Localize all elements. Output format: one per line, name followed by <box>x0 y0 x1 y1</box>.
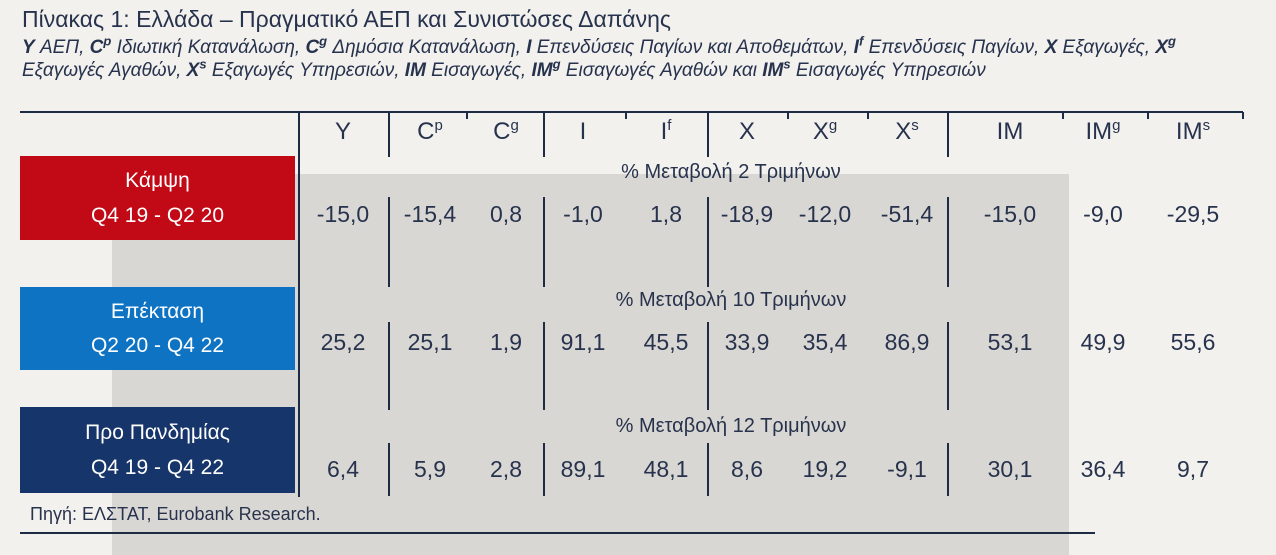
phase-name: Κάμψη <box>125 169 190 192</box>
row-column-separator <box>707 443 709 496</box>
row-column-separator <box>947 197 949 287</box>
source-note: Πηγή: ΕΛΣΤΑΤ, Eurobank Research. <box>30 504 321 524</box>
column-header: Xs <box>895 117 919 145</box>
table-title: Πίνακας 1: Ελλάδα – Πραγματικό ΑΕΠ και Σ… <box>22 6 671 32</box>
row-column-separator <box>388 322 390 410</box>
value-cell: 30,1 <box>987 456 1033 482</box>
column-boundary-tick <box>867 112 869 119</box>
value-cell: -1,0 <box>563 201 603 227</box>
column-boundary-tick <box>1147 112 1149 119</box>
column-boundary-tick <box>625 112 627 119</box>
legend-symbol: Y <box>22 37 35 58</box>
legend-symbol: IMs <box>762 56 791 81</box>
column-boundary-tick <box>1062 112 1064 119</box>
value-cell: 5,9 <box>414 456 446 482</box>
value-cell: 86,9 <box>884 329 930 355</box>
legend-symbol: IM <box>404 60 426 81</box>
value-cell: 48,1 <box>643 456 689 482</box>
variable-legend: Y ΑΕΠ, Cp Ιδιωτική Κατανάλωση, Cg Δημόσι… <box>22 33 1176 81</box>
value-cell: -51,4 <box>880 201 934 227</box>
row-column-separator <box>543 322 545 410</box>
column-header: IM <box>996 118 1024 145</box>
label-column-separator <box>298 112 300 497</box>
change-band-label: % Μεταβολή 12 Τριμήνων <box>615 415 847 437</box>
column-boundary-tick <box>466 112 468 119</box>
column-header: I <box>579 118 587 145</box>
value-cell: -9,1 <box>887 456 927 482</box>
value-cell: -29,5 <box>1166 201 1220 227</box>
change-band-label: % Μεταβολή 10 Τριμήνων <box>615 289 847 311</box>
phase-period: Q2 20 - Q4 22 <box>90 334 225 358</box>
column-boundary-tick <box>1242 112 1244 119</box>
header-column-separator <box>947 112 949 157</box>
table-bottom-rule <box>20 532 1095 534</box>
value-cell: 0,8 <box>490 201 522 227</box>
row-column-separator <box>947 443 949 496</box>
legend-symbol: Xs <box>186 56 207 81</box>
header-column-separator <box>543 112 545 157</box>
phase-name: Προ Πανδημίας <box>85 420 230 444</box>
phase-block: Επέκταση Q2 20 - Q4 22 <box>20 287 295 370</box>
value-cell: -9,0 <box>1083 201 1123 227</box>
value-cell: -15,0 <box>983 201 1037 227</box>
value-cell: 2,8 <box>490 456 522 482</box>
phase-block: Κάμψη Q4 19 - Q2 20 <box>20 156 295 240</box>
column-header: Xg <box>812 117 838 145</box>
value-cell: -18,9 <box>720 201 774 227</box>
column-header: X <box>738 118 756 145</box>
legend-symbol: Xg <box>1155 33 1176 58</box>
legend-symbol: X <box>1044 37 1058 58</box>
table-top-rule <box>20 111 1243 113</box>
value-cell: -15,4 <box>403 201 457 227</box>
row-column-separator <box>707 197 709 287</box>
column-header: Y <box>334 118 352 145</box>
value-cell: 8,6 <box>731 456 763 482</box>
value-cell: -15,0 <box>316 201 370 227</box>
value-cell: 53,1 <box>987 329 1033 355</box>
row-column-separator <box>388 197 390 287</box>
column-header: IMg <box>1085 117 1121 145</box>
phase-period: Q4 19 - Q4 22 <box>90 456 225 480</box>
row-column-separator <box>388 443 390 496</box>
value-cell: 1,9 <box>490 329 522 355</box>
column-boundary-tick <box>787 112 789 119</box>
value-cell: -12,0 <box>798 201 852 227</box>
column-header: Cp <box>417 117 443 145</box>
value-cell: 45,5 <box>643 329 689 355</box>
column-header: IMs <box>1175 117 1211 145</box>
row-column-separator <box>543 197 545 287</box>
value-cell: 36,4 <box>1080 456 1126 482</box>
row-column-separator <box>707 322 709 410</box>
header-column-separator <box>707 112 709 157</box>
value-cell: 91,1 <box>560 329 606 355</box>
legend-symbol: Cp <box>89 33 112 58</box>
change-band-label: % Μεταβολή 2 Τριμήνων <box>621 161 841 183</box>
row-column-separator <box>543 443 545 496</box>
value-cell: 25,1 <box>407 329 453 355</box>
phase-name: Επέκταση <box>110 299 205 323</box>
value-cell: 6,4 <box>327 456 359 482</box>
legend-symbol: I <box>526 37 532 58</box>
legend-symbol: If <box>853 33 864 58</box>
value-cell: 9,7 <box>1177 456 1209 482</box>
column-header: Cg <box>493 117 519 145</box>
column-header: If <box>660 117 672 145</box>
phase-period: Q4 19 - Q2 20 <box>90 204 225 227</box>
value-cell: 33,9 <box>724 329 770 355</box>
value-cell: 1,8 <box>650 201 682 227</box>
value-cell: 89,1 <box>560 456 606 482</box>
legend-symbol: IMg <box>531 56 561 81</box>
row-column-separator <box>947 322 949 410</box>
value-cell: 49,9 <box>1080 329 1126 355</box>
header-column-separator <box>388 112 390 157</box>
value-cell: 55,6 <box>1170 329 1216 355</box>
value-cell: 25,2 <box>320 329 366 355</box>
value-cell: 35,4 <box>802 329 848 355</box>
value-cell: 19,2 <box>802 456 848 482</box>
phase-block: Προ Πανδημίας Q4 19 - Q4 22 <box>20 407 295 493</box>
legend-symbol: Cg <box>305 33 328 58</box>
